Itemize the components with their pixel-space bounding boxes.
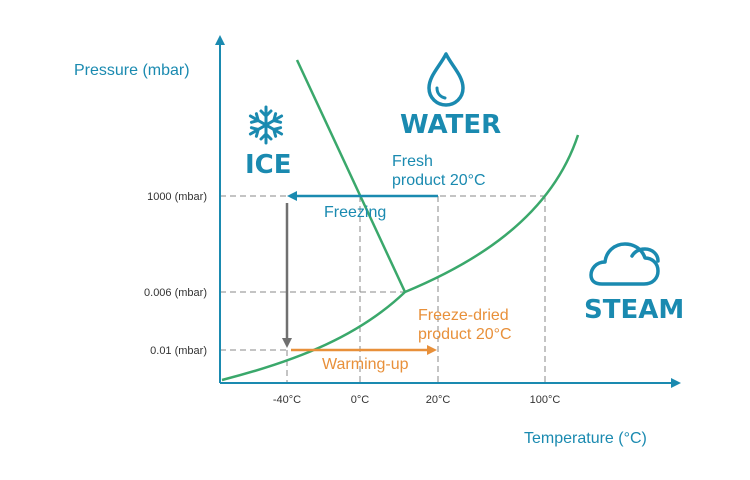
fresh-product-line1: Fresh — [392, 153, 433, 170]
x-tick-0c: 0°C — [351, 394, 370, 406]
region-water: WATER — [400, 110, 501, 140]
sublimation-vaporization-curve — [221, 134, 580, 382]
guide-lines — [220, 195, 546, 383]
y-axis-title: Pressure (mbar) — [74, 62, 190, 79]
cloud-icon — [589, 242, 660, 286]
freeze-dried-line2: product 20°C — [418, 326, 512, 343]
x-tick-minus40: -40°C — [273, 394, 301, 406]
x-tick-20c: 20°C — [426, 394, 451, 406]
y-tick-001: 0.01 (mbar) — [150, 345, 207, 357]
fusion-curve — [295, 59, 407, 293]
region-steam: STEAM — [584, 295, 684, 325]
y-tick-1000: 1000 (mbar) — [147, 191, 207, 203]
water-drop-icon — [427, 52, 465, 107]
region-ice: ICE — [245, 150, 292, 180]
x-tick-100c: 100°C — [530, 394, 561, 406]
freeze-dried-line1: Freeze-dried — [418, 307, 509, 324]
snowflake-icon — [248, 105, 284, 145]
fresh-product-line2: product 20°C — [392, 172, 486, 189]
y-tick-0006: 0.006 (mbar) — [144, 287, 207, 299]
warming-up-label: Warming-up — [322, 356, 409, 373]
x-axis-title: Temperature (°C) — [524, 430, 647, 447]
freezing-label: Freezing — [324, 204, 386, 221]
